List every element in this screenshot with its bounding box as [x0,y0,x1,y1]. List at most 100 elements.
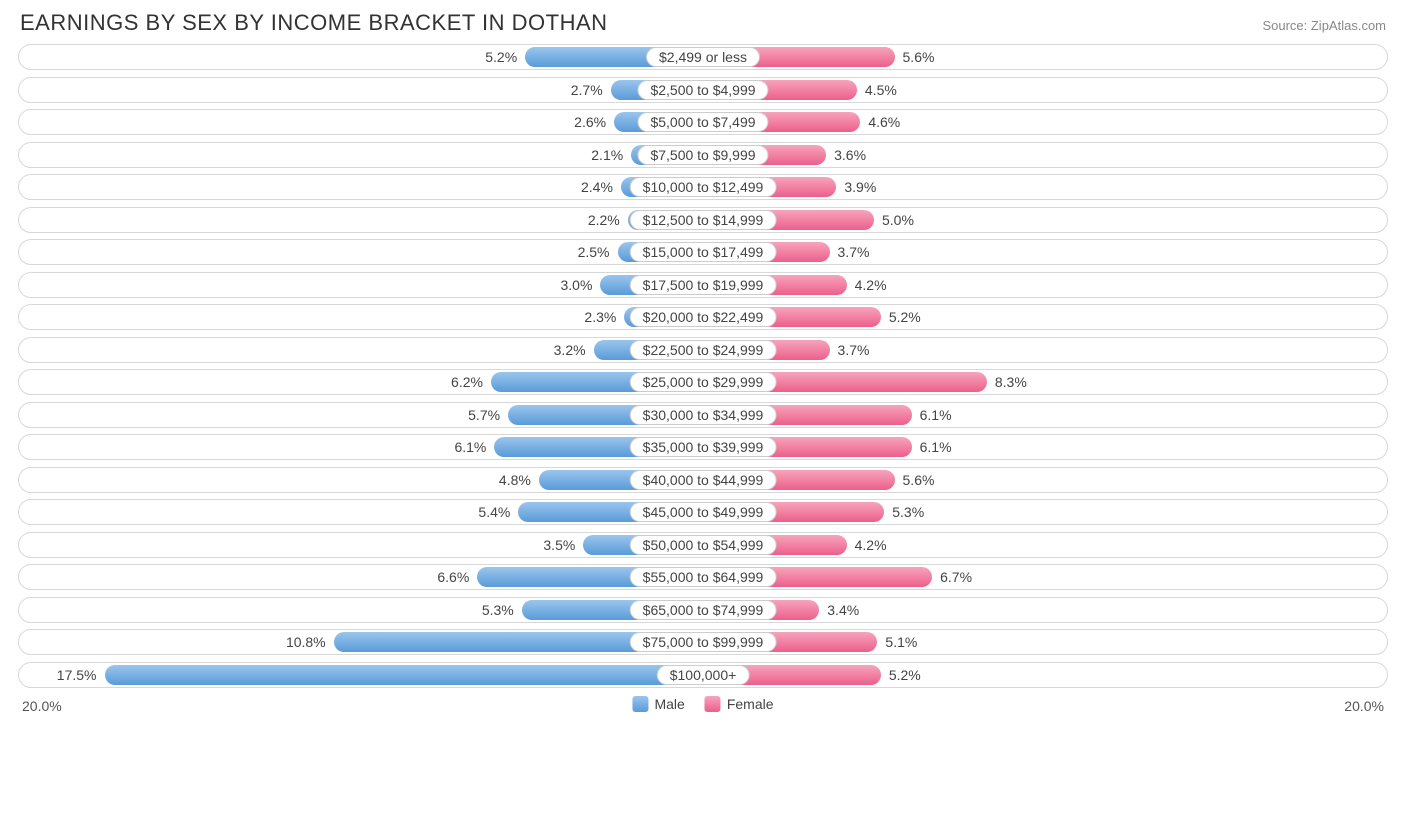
male-half: 3.5% [19,535,703,555]
female-value: 5.6% [895,470,935,490]
axis-max-left: 20.0% [22,698,62,714]
chart-header: EARNINGS BY SEX BY INCOME BRACKET IN DOT… [0,0,1406,44]
category-label: $65,000 to $74,999 [630,600,777,620]
male-half: 6.1% [19,437,703,457]
male-half: 5.3% [19,600,703,620]
female-value: 4.5% [857,80,897,100]
female-swatch-icon [705,696,721,712]
female-half: 4.6% [703,112,1387,132]
male-half: 17.5% [19,665,703,685]
male-value: 5.2% [485,47,525,67]
male-half: 10.8% [19,632,703,652]
female-half: 6.1% [703,405,1387,425]
female-half: 8.3% [703,372,1387,392]
male-value: 3.5% [543,535,583,555]
bar-row: 5.3% 3.4% $65,000 to $74,999 [18,597,1388,623]
male-half: 2.4% [19,177,703,197]
male-value: 2.1% [591,145,631,165]
female-value: 3.6% [826,145,866,165]
male-value: 10.8% [286,632,334,652]
bar-row: 6.6%6.7%$55,000 to $64,999 [18,564,1388,590]
male-value: 3.0% [560,275,600,295]
axis-max-right: 20.0% [1344,698,1384,714]
category-label: $10,000 to $12,499 [630,177,777,197]
female-value: 5.3% [884,502,924,522]
female-half: 4.2% [703,275,1387,295]
female-value: 4.2% [847,535,887,555]
female-half: 3.6% [703,145,1387,165]
female-value: 5.2% [881,665,921,685]
male-value: 2.6% [574,112,614,132]
legend-female: Female [705,696,774,712]
male-value: 2.4% [581,177,621,197]
male-half: 4.8% [19,470,703,490]
male-value: 5.4% [478,502,518,522]
bar-row: 2.5% 3.7% $15,000 to $17,499 [18,239,1388,265]
female-half: 3.7% [703,340,1387,360]
female-half: 6.7% [703,567,1387,587]
bar-row: 2.6% 4.6%$5,000 to $7,499 [18,109,1388,135]
male-value: 2.5% [578,242,618,262]
male-value: 3.2% [554,340,594,360]
bar-row: 5.7%6.1%$30,000 to $34,999 [18,402,1388,428]
bar-row: 2.2%5.0%$12,500 to $14,999 [18,207,1388,233]
female-half: 5.3% [703,502,1387,522]
female-value: 3.7% [830,242,870,262]
category-label: $7,500 to $9,999 [637,145,768,165]
category-label: $35,000 to $39,999 [630,437,777,457]
male-half: 2.1% [19,145,703,165]
bar-row: 3.0%4.2%$17,500 to $19,999 [18,272,1388,298]
category-label: $40,000 to $44,999 [630,470,777,490]
bar-row: 4.8% 5.6% $40,000 to $44,999 [18,467,1388,493]
chart-source: Source: ZipAtlas.com [1262,18,1386,33]
legend-female-label: Female [727,696,774,712]
male-half: 2.7% [19,80,703,100]
bar-row: 5.4%5.3%$45,000 to $49,999 [18,499,1388,525]
category-label: $75,000 to $99,999 [630,632,777,652]
male-half: 2.2% [19,210,703,230]
female-half: 5.6% [703,47,1387,67]
female-half: 3.4% [703,600,1387,620]
legend-male-label: Male [654,696,684,712]
female-half: 6.1% [703,437,1387,457]
male-half: 5.4% [19,502,703,522]
legend-male: Male [632,696,684,712]
female-value: 8.3% [987,372,1027,392]
chart-title: EARNINGS BY SEX BY INCOME BRACKET IN DOT… [20,10,608,36]
bar-row: 17.5% 5.2% $100,000+ [18,662,1388,688]
category-label: $12,500 to $14,999 [630,210,777,230]
male-value: 6.6% [437,567,477,587]
male-half: 2.6% [19,112,703,132]
category-label: $100,000+ [657,665,750,685]
male-half: 6.2% [19,372,703,392]
category-label: $15,000 to $17,499 [630,242,777,262]
male-half: 6.6% [19,567,703,587]
female-half: 5.2% [703,665,1387,685]
male-bar [105,665,704,685]
female-half: 5.1% [703,632,1387,652]
male-value: 17.5% [57,665,105,685]
male-half: 3.2% [19,340,703,360]
bar-row: 5.2%5.6%$2,499 or less [18,44,1388,70]
female-half: 4.5% [703,80,1387,100]
male-half: 2.5% [19,242,703,262]
male-value: 5.3% [482,600,522,620]
female-value: 3.7% [830,340,870,360]
male-half: 5.2% [19,47,703,67]
female-half: 3.7% [703,242,1387,262]
male-value: 5.7% [468,405,508,425]
female-half: 5.2% [703,307,1387,327]
category-label: $5,000 to $7,499 [637,112,768,132]
female-value: 4.2% [847,275,887,295]
category-label: $50,000 to $54,999 [630,535,777,555]
male-value: 2.3% [584,307,624,327]
diverging-bar-chart: 5.2%5.6%$2,499 or less2.7%4.5%$2,500 to … [0,44,1406,688]
bar-row: 2.3%5.2%$20,000 to $22,499 [18,304,1388,330]
male-value: 2.2% [588,210,628,230]
female-value: 3.9% [836,177,876,197]
female-value: 5.1% [877,632,917,652]
female-value: 3.4% [819,600,859,620]
female-half: 3.9% [703,177,1387,197]
bar-row: 3.2% 3.7% $22,500 to $24,999 [18,337,1388,363]
category-label: $22,500 to $24,999 [630,340,777,360]
